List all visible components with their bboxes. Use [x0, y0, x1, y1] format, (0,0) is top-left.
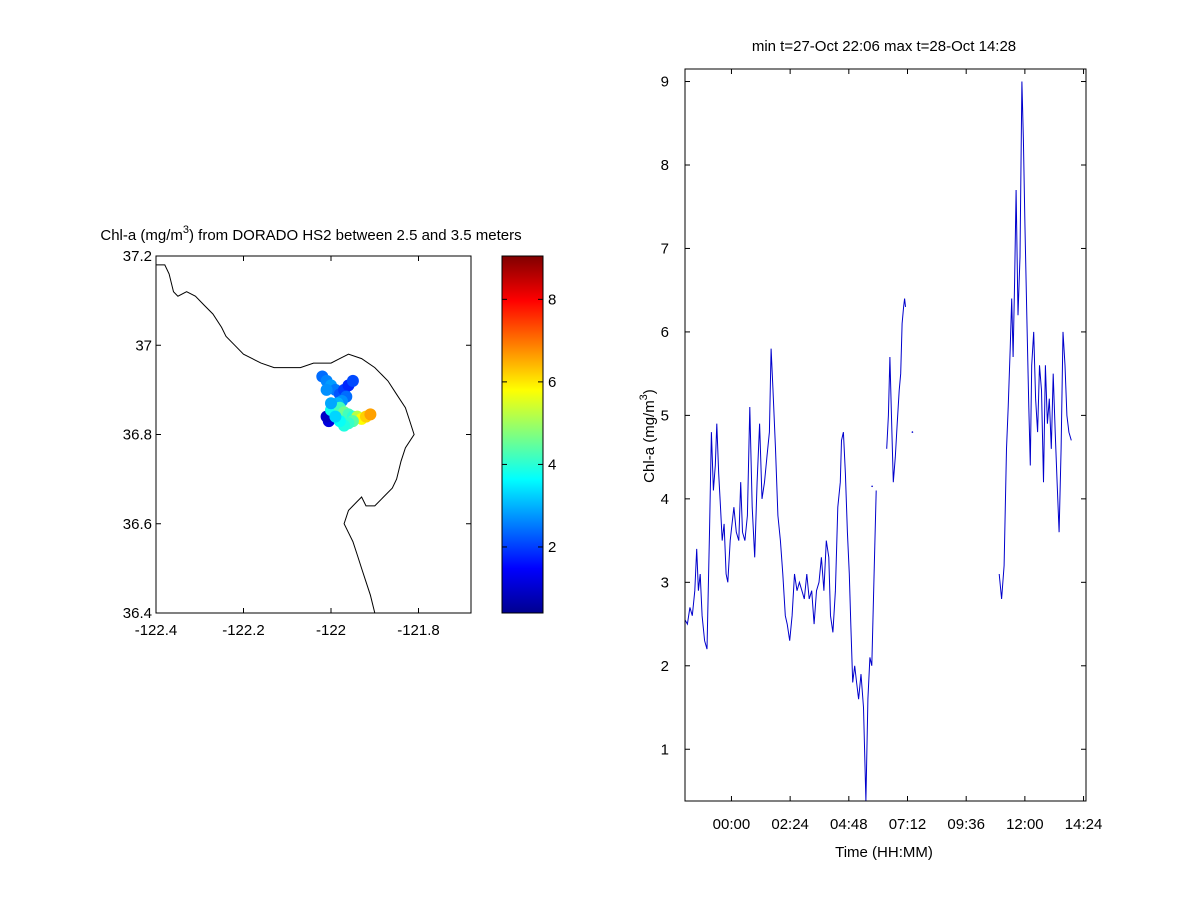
map-axes-box	[155, 255, 472, 614]
timeseries-panel: min t=27-Oct 22:06 max t=28-Oct 14:28 00…	[638, 38, 1102, 861]
ts-series-line	[886, 298, 906, 483]
map-ytick-label: 37.2	[123, 248, 152, 265]
colorbar-tick-label: 2	[548, 539, 556, 556]
ts-series-point	[871, 485, 873, 488]
ts-xtick-label: 04:48	[830, 816, 868, 833]
ts-ytick-label: 8	[661, 157, 669, 174]
map-panel: Chl-a (mg/m3) from DORADO HS2 between 2.…	[100, 224, 521, 639]
ts-xtick-label: 00:00	[713, 816, 751, 833]
timeseries-axis-ticks: 00:00 02:24 04:48 07:12 09:36 12:00 14:24 1 2 3 4 5…	[661, 69, 1103, 833]
map-data-point	[320, 383, 333, 396]
ts-ytick-label: 2	[661, 658, 669, 675]
ts-series-line	[684, 348, 877, 802]
ts-ytick-label: 6	[661, 324, 669, 341]
ts-xtick-label: 12:00	[1006, 816, 1044, 833]
colorbar-gradient	[501, 255, 544, 614]
timeseries-title: min t=27-Oct 22:06 max t=28-Oct 14:28	[752, 38, 1016, 55]
map-ytick-label: 36.6	[123, 516, 152, 533]
timeseries-xlabel: Time (HH:MM)	[835, 844, 933, 861]
ts-ytick-label: 4	[661, 491, 669, 508]
map-data-point	[364, 408, 377, 421]
ts-ytick-label: 1	[661, 741, 669, 758]
ts-ytick-label: 7	[661, 240, 669, 257]
ts-ytick-label: 3	[661, 574, 669, 591]
timeseries-ylabel-superscript: 3	[638, 394, 650, 400]
map-data-point	[325, 397, 337, 410]
timeseries-ylabel-suffix: )	[641, 389, 658, 394]
map-xtick-label: -121.8	[397, 622, 440, 639]
map-data-points	[316, 370, 377, 432]
timeseries-axes-box	[684, 68, 1087, 802]
ts-series-point	[911, 431, 914, 433]
timeseries-ylabel-prefix: Chl-a (mg/m	[641, 400, 658, 483]
colorbar-tick-label: 8	[548, 291, 556, 308]
map-coastline	[156, 264, 415, 614]
map-xtick-label: -122.4	[135, 622, 178, 639]
colorbar-tick-label: 6	[548, 374, 556, 391]
map-title-superscript: 3	[183, 224, 189, 236]
map-title-prefix: Chl-a (mg/m	[100, 227, 183, 244]
ts-xtick-label: 07:12	[889, 816, 927, 833]
colorbar: 2 4 6 8	[501, 255, 556, 614]
ts-xtick-label: 02:24	[771, 816, 809, 833]
ts-ytick-label: 9	[661, 74, 669, 91]
colorbar-tick-label: 4	[548, 456, 556, 473]
map-ytick-label: 37	[135, 337, 152, 354]
map-data-point	[329, 410, 342, 423]
ts-xtick-label: 09:36	[947, 816, 985, 833]
map-axis-ticks: -122.4 -122.2 -122 -121.8 36.4 36.6 36.8 37 37.2	[123, 248, 471, 639]
map-ytick-label: 36.4	[123, 605, 152, 622]
map-title-suffix: ) from DORADO HS2 between 2.5 and 3.5 me…	[189, 227, 522, 244]
map-xtick-label: -122.2	[222, 622, 265, 639]
coastline-path	[156, 264, 415, 614]
timeseries-ylabel: Chl-a (mg/m3)	[638, 389, 658, 483]
map-title: Chl-a (mg/m3) from DORADO HS2 between 2.…	[100, 224, 521, 244]
map-data-point	[346, 374, 359, 387]
ts-series-line	[998, 81, 1072, 600]
timeseries-series	[684, 81, 1072, 802]
colorbar-ticks: 2 4 6 8	[502, 291, 556, 556]
map-xtick-label: -122	[316, 622, 346, 639]
map-ytick-label: 36.8	[123, 427, 152, 444]
ts-xtick-label: 14:24	[1065, 816, 1103, 833]
ts-ytick-label: 5	[661, 407, 669, 424]
